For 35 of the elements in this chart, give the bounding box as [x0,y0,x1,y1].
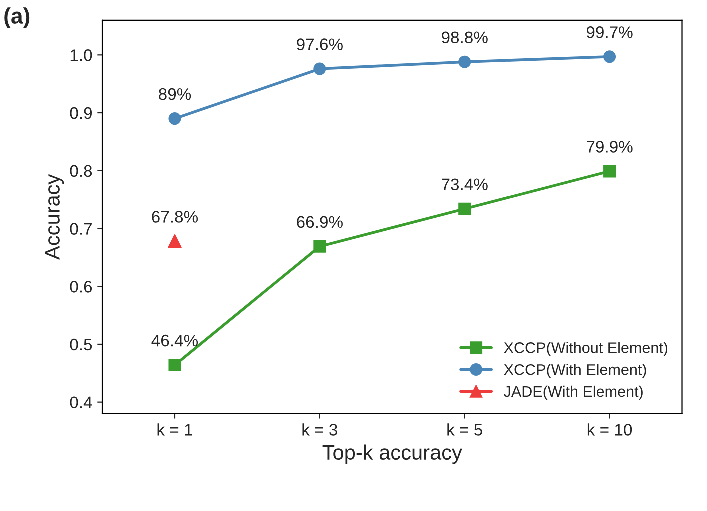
x-tick-label: k = 5 [448,424,482,436]
point [314,240,326,253]
data-label: 98.8% [442,32,488,44]
data-label: 46.4% [152,334,198,347]
y-tick-label: 1.0 [70,50,92,62]
point [168,359,182,372]
data-label: 66.9% [297,216,343,228]
data-label: 79.9% [587,141,633,153]
y-tick-label: 0.4 [70,396,92,409]
data-label: 67.8% [152,211,198,223]
y-tick-label: 0.5 [70,338,92,351]
x-axis-title: Top-k accuracy [322,444,462,464]
data-label: 97.6% [297,38,343,50]
point [168,234,182,248]
point [604,50,616,64]
y-tick-label: 0.8 [70,165,92,178]
point [168,112,182,126]
data-label: 73.4% [442,178,488,190]
y-tick-label: 0.9 [70,107,92,120]
y-tick-label: 0.7 [70,223,92,235]
data-label: 89% [159,88,192,100]
y-tick-label: 0.6 [70,281,92,293]
point [314,62,326,76]
y-axis-title: Accuracy [45,174,64,260]
point [604,165,616,178]
data-label: 99.7% [586,26,633,38]
legend-label: JADE(With Element) [504,386,643,400]
legend-label: XCCP(With Element) [504,364,646,378]
x-tick-label: k = 10 [588,424,632,436]
point [458,56,472,68]
legend-label: XCCP(Without Element) [504,342,668,356]
text: (a) [4,8,30,28]
x-tick-label: k = 3 [302,424,338,436]
x-tick-label: k = 1 [158,424,192,436]
point [458,202,472,216]
